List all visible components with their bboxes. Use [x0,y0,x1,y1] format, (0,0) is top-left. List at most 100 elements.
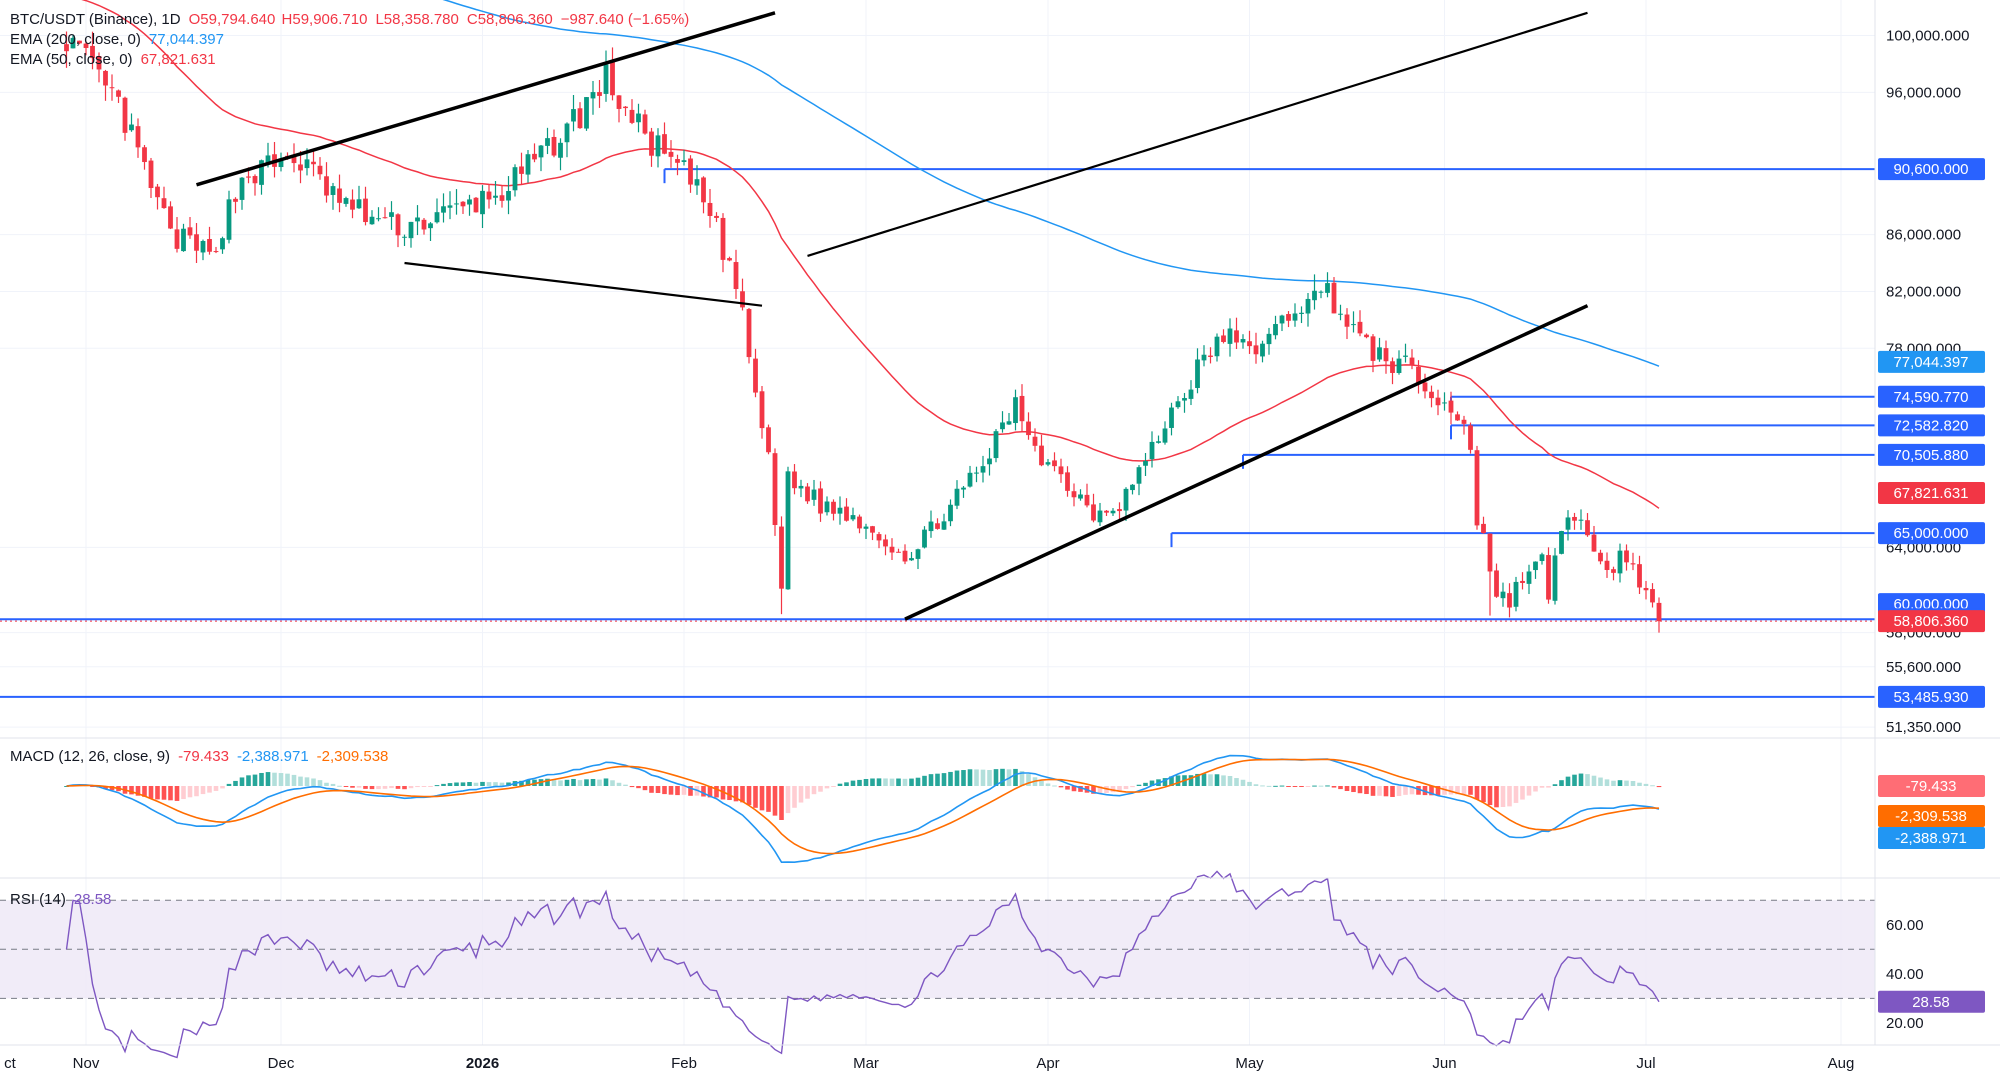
candle [584,97,589,131]
candle-body [1650,589,1655,603]
candle [675,154,680,176]
macd-bar [460,782,466,786]
macd-bar [428,786,433,787]
macd-bar [1630,781,1636,786]
macd-bar [356,786,362,788]
candle-body [168,206,173,229]
macd-label[interactable]: MACD (12, 26, close, 9) [10,748,171,765]
candle [1091,493,1096,523]
candle-body [857,516,862,529]
macd-bar [935,773,940,786]
macd-bar [1370,786,1376,796]
macd-hist-tag-bg [1878,775,1985,797]
macd-bar [499,782,505,786]
macd-bar [993,769,999,786]
macd-bar [1299,786,1304,787]
candle [194,223,199,264]
macd-bar [558,780,563,786]
candle [1585,513,1590,537]
macd-bar [1058,786,1064,788]
candle [1188,380,1194,406]
macd-line [66,754,1660,864]
candle [980,455,986,483]
candle-body [584,97,589,129]
candle [460,201,466,214]
macd-bar [194,786,199,797]
candle-body [1143,461,1148,466]
macd-bar [844,782,849,786]
candle [1019,384,1025,432]
candle [441,193,446,223]
candle [889,538,895,561]
macd-bar [447,783,453,786]
candle-body [343,198,349,204]
macd-bar [779,786,784,820]
macd-bar [226,783,232,786]
candle [343,196,349,207]
candle-body [792,471,797,489]
time-axis-label: Feb [671,1055,697,1072]
candle [941,513,947,530]
candle-body [629,109,635,123]
candle [538,144,544,172]
candle-body [1273,324,1278,336]
macd-bar [408,786,414,789]
candle [382,207,388,219]
macd-bar [1526,786,1532,796]
macd-bar [506,782,511,786]
ema200-label[interactable]: EMA (200, close, 0) [10,31,141,48]
macd-bar [922,775,927,786]
price-tag: 58,806.360 [1878,610,1985,633]
candle [1208,347,1213,364]
candle-body [1247,341,1252,347]
macd-bar [1617,780,1623,786]
candle-body [506,191,511,201]
macd-bar [1565,776,1571,786]
change-value: −987.640 (−1.65%) [560,11,690,28]
candle [1286,311,1291,328]
horizontal-levels[interactable] [0,168,1875,698]
candle [571,95,576,132]
macd-bar [941,773,947,786]
macd-bar [753,786,758,808]
candle-body [493,195,498,198]
candle [1039,434,1044,467]
macd-bar [571,778,576,786]
candle-body [642,114,648,134]
macd-bar [915,777,921,786]
candle-body [64,44,69,52]
candle-body [954,488,960,506]
candle-body [428,223,433,229]
ema50-label[interactable]: EMA (50, close, 0) [10,51,133,68]
rsi-path [65,870,1660,1059]
candle-body [1429,391,1434,399]
candle [376,207,381,222]
candle-body [1084,494,1090,506]
macd-bar [246,775,251,786]
rsi-label[interactable]: RSI (14) [10,891,66,908]
macd-bar [1604,779,1610,786]
candle [83,41,89,56]
candle-body [447,205,453,208]
candle-body [675,159,680,163]
candle [1357,310,1363,337]
macd-bar [883,778,888,786]
candle-body [298,164,303,171]
candle-body [148,160,154,189]
macd-bar [174,786,180,801]
candlestick-series[interactable] [64,31,1662,633]
candle [1552,548,1558,605]
candle-body [1162,428,1168,443]
candle-body [1539,554,1545,562]
candle [623,106,628,116]
candle [870,525,875,541]
candle [1032,428,1038,452]
trendlines[interactable] [196,11,1589,621]
candle [993,429,999,463]
macd-bar [259,772,264,786]
candle-body [1149,441,1155,460]
symbol-label[interactable]: BTC/USDT (Binance), 1D [10,11,181,28]
candle [694,165,700,195]
candle-body [421,219,427,230]
